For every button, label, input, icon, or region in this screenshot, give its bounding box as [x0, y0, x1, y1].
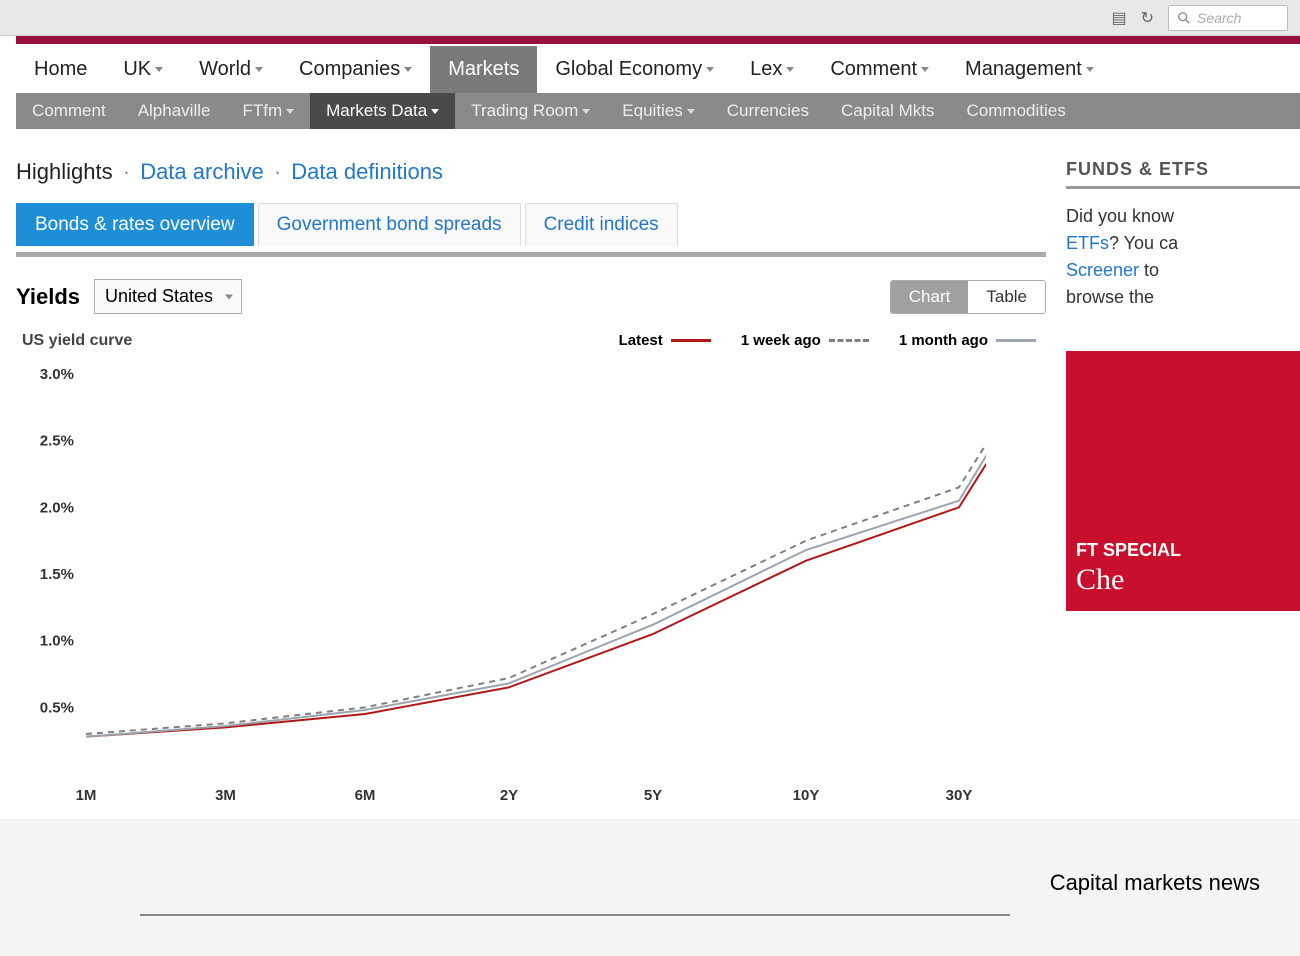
chevron-down-icon: [155, 67, 163, 72]
svg-text:3.0%: 3.0%: [40, 366, 74, 383]
yields-controls: Yields United States Chart Table: [16, 279, 1046, 314]
brand-strip: [16, 36, 1300, 44]
subnav-item-ftfm[interactable]: FTfm: [226, 93, 310, 129]
content-tabs: Bonds & rates overviewGovernment bond sp…: [16, 203, 1046, 246]
legend-1-week-ago: 1 week ago: [741, 332, 869, 349]
chevron-down-icon: [255, 67, 263, 72]
footer-divider: [140, 914, 1010, 916]
subnav-item-capital-mkts[interactable]: Capital Mkts: [825, 93, 951, 129]
subnav-item-alphaville[interactable]: Alphaville: [122, 93, 227, 129]
search-placeholder: Search: [1197, 10, 1241, 26]
subnav-item-commodities[interactable]: Commodities: [951, 93, 1082, 129]
nav-item-companies[interactable]: Companies: [281, 46, 430, 93]
highlights-row: Highlights · Data archive · Data definit…: [16, 159, 1046, 185]
subnav-item-markets-data[interactable]: Markets Data: [310, 93, 455, 129]
svg-text:30Y: 30Y: [946, 787, 973, 804]
svg-text:1.0%: 1.0%: [40, 633, 74, 650]
chevron-down-icon: [225, 294, 233, 299]
sidebar: FUNDS & ETFS Did you know ETFs? You ca S…: [1066, 159, 1300, 819]
yields-heading: Yields: [16, 284, 80, 310]
link-screener[interactable]: Screener: [1066, 260, 1139, 280]
view-chart-button[interactable]: Chart: [891, 281, 969, 313]
divider: [16, 252, 1046, 257]
yield-chart: Latest1 week ago1 month ago US yield cur…: [16, 332, 1046, 819]
svg-text:6M: 6M: [355, 787, 376, 804]
promo-title: Che: [1076, 563, 1124, 597]
chart-legend: Latest 1 week ago 1 month ago: [619, 332, 1036, 349]
reader-icon[interactable]: ▤: [1111, 8, 1126, 28]
nav-secondary: CommentAlphavilleFTfmMarkets DataTrading…: [16, 93, 1300, 129]
nav-item-management[interactable]: Management: [947, 46, 1112, 93]
series-1-week-ago: [86, 381, 986, 734]
chevron-down-icon: [404, 67, 412, 72]
svg-text:2Y: 2Y: [500, 787, 518, 804]
link-data-definitions[interactable]: Data definitions: [291, 159, 443, 184]
browser-chrome: ▤ ↻ Search: [0, 0, 1300, 36]
nav-item-global-economy[interactable]: Global Economy: [537, 46, 732, 93]
country-select[interactable]: United States: [94, 279, 242, 314]
country-value: United States: [105, 286, 213, 306]
subnav-item-currencies[interactable]: Currencies: [711, 93, 825, 129]
chevron-down-icon: [786, 67, 794, 72]
chevron-down-icon: [687, 109, 695, 114]
nav-item-comment[interactable]: Comment: [812, 46, 947, 93]
tab-bonds-rates-overview[interactable]: Bonds & rates overview: [16, 203, 254, 246]
chart-svg: 0.5% 1.0% 1.5% 2.0% 2.5% 3.0% 1M 3M 6M 2Y 5Y 10Y 30Y: [16, 354, 986, 814]
view-toggle: Chart Table: [890, 280, 1046, 314]
chevron-down-icon: [921, 67, 929, 72]
subnav-item-equities[interactable]: Equities: [606, 93, 710, 129]
tab-credit-indices[interactable]: Credit indices: [525, 203, 678, 246]
chevron-down-icon: [582, 109, 590, 114]
reload-icon[interactable]: ↻: [1141, 8, 1154, 28]
svg-text:1.5%: 1.5%: [40, 566, 74, 583]
promo-label: FT SPECIAL: [1076, 540, 1181, 561]
series-latest: [86, 401, 986, 737]
svg-text:3M: 3M: [215, 787, 236, 804]
subnav-item-trading-room[interactable]: Trading Room: [455, 93, 606, 129]
capital-markets-news-heading: Capital markets news: [1050, 870, 1260, 896]
chevron-down-icon: [286, 109, 294, 114]
nav-item-uk[interactable]: UK: [105, 46, 181, 93]
legend-latest: Latest: [619, 332, 711, 349]
svg-text:2.5%: 2.5%: [40, 433, 74, 450]
promo-banner[interactable]: FT SPECIAL Che: [1066, 351, 1300, 611]
browser-search-input[interactable]: Search: [1168, 5, 1288, 31]
nav-item-lex[interactable]: Lex: [732, 46, 812, 93]
link-etfs[interactable]: ETFs: [1066, 233, 1109, 253]
svg-text:5Y: 5Y: [644, 787, 662, 804]
sidebar-heading: FUNDS & ETFS: [1066, 159, 1300, 189]
series-1-month-ago: [86, 390, 986, 737]
svg-text:10Y: 10Y: [793, 787, 820, 804]
nav-item-home[interactable]: Home: [16, 46, 105, 93]
chevron-down-icon: [706, 67, 714, 72]
link-data-archive[interactable]: Data archive: [140, 159, 264, 184]
view-table-button[interactable]: Table: [968, 281, 1045, 313]
sidebar-text: Did you know ETFs? You ca Screener to br…: [1066, 203, 1300, 311]
highlights-label: Highlights: [16, 159, 113, 184]
legend-1-month-ago: 1 month ago: [899, 332, 1036, 349]
search-icon: [1177, 11, 1191, 25]
chevron-down-icon: [1086, 67, 1094, 72]
svg-text:0.5%: 0.5%: [40, 699, 74, 716]
chevron-down-icon: [431, 109, 439, 114]
nav-item-world[interactable]: World: [181, 46, 281, 93]
nav-primary: HomeUKWorldCompaniesMarketsGlobal Econom…: [16, 46, 1300, 93]
svg-text:2.0%: 2.0%: [40, 499, 74, 516]
subnav-item-comment[interactable]: Comment: [16, 93, 122, 129]
nav-item-markets[interactable]: Markets: [430, 46, 537, 93]
tab-government-bond-spreads[interactable]: Government bond spreads: [258, 203, 521, 246]
svg-text:1M: 1M: [76, 787, 97, 804]
